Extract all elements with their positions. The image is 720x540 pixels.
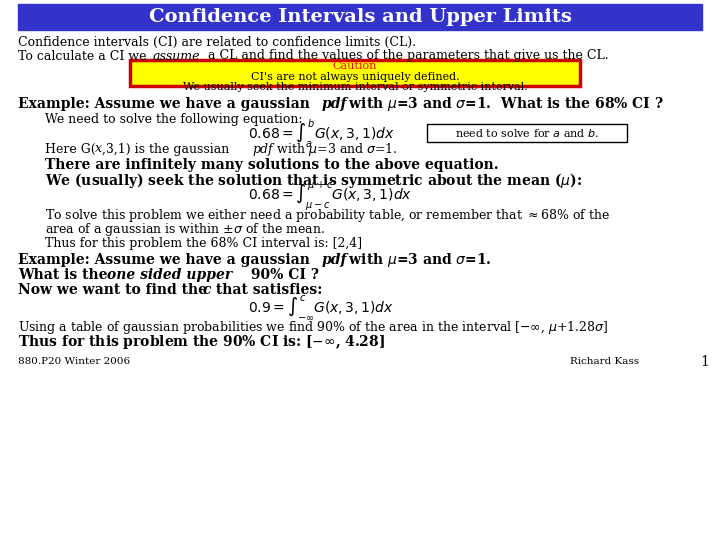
Text: 1: 1 (700, 355, 709, 369)
Text: a CL and find the values of the parameters that give us the CL.: a CL and find the values of the paramete… (204, 50, 608, 63)
Text: with $\mu$=3 and $\sigma$=1.: with $\mu$=3 and $\sigma$=1. (344, 251, 492, 269)
Text: $0.9 = \int_{-\infty}^{c} G(x,3,1)dx$: $0.9 = \int_{-\infty}^{c} G(x,3,1)dx$ (248, 294, 394, 322)
Text: Caution: Caution (333, 61, 377, 71)
Bar (18, 4, 702, 30)
Text: We (usually) seek the solution that is symmetric about the mean ($\mu$):: We (usually) seek the solution that is s… (45, 171, 582, 190)
Text: Using a table of gaussian probabilities we find 90% of the area in the interval : Using a table of gaussian probabilities … (18, 319, 608, 335)
Text: c: c (203, 283, 212, 297)
Text: $0.68 = \int_{\mu-c}^{\mu+c} G(x,3,1)dx$: $0.68 = \int_{\mu-c}^{\mu+c} G(x,3,1)dx$ (248, 179, 413, 213)
Bar (130, 60, 580, 86)
Text: $0.68 = \int_a^b G(x,3,1)dx$: $0.68 = \int_a^b G(x,3,1)dx$ (248, 118, 395, 150)
Text: We need to solve the following equation:: We need to solve the following equation: (45, 113, 302, 126)
Text: pdf: pdf (322, 97, 348, 111)
Text: 880.P20 Winter 2006: 880.P20 Winter 2006 (18, 357, 130, 367)
Text: 90% CI ?: 90% CI ? (246, 268, 319, 282)
Text: pdf: pdf (322, 253, 348, 267)
Text: that satisfies:: that satisfies: (211, 283, 323, 297)
Text: Example: Assume we have a gaussian: Example: Assume we have a gaussian (18, 253, 310, 267)
Text: There are infinitely many solutions to the above equation.: There are infinitely many solutions to t… (45, 158, 499, 172)
Text: with $\mu$=3 and $\sigma$=1.: with $\mu$=3 and $\sigma$=1. (273, 140, 397, 158)
Text: Here G(: Here G( (45, 143, 96, 156)
Text: one sided upper: one sided upper (107, 268, 232, 282)
Text: Now we want to find the: Now we want to find the (18, 283, 212, 297)
Text: Thus for this problem the 90% CI is: [$-\infty$, 4.28]: Thus for this problem the 90% CI is: [$-… (18, 333, 385, 351)
Text: To solve this problem we either need a probability table, or remember that $\app: To solve this problem we either need a p… (45, 206, 611, 224)
Text: ,3,1) is the gaussian: ,3,1) is the gaussian (102, 143, 229, 156)
Text: x: x (95, 143, 102, 156)
Text: To calculate a CI we: To calculate a CI we (18, 50, 150, 63)
Text: We usually seek the minimum interval or symmetric interval.: We usually seek the minimum interval or … (183, 82, 527, 92)
Text: need to solve for $a$ and $b$.: need to solve for $a$ and $b$. (455, 127, 599, 139)
Text: with $\mu$=3 and $\sigma$=1.  What is the 68% CI ?: with $\mu$=3 and $\sigma$=1. What is the… (344, 95, 664, 113)
Text: area of a gaussian is within $\pm\sigma$ of the mean.: area of a gaussian is within $\pm\sigma$… (45, 220, 325, 238)
Text: assume: assume (153, 50, 200, 63)
Text: Thus for this problem the 68% CI interval is: [2,4]: Thus for this problem the 68% CI interva… (45, 237, 362, 249)
Text: What is the: What is the (18, 268, 112, 282)
Text: Richard Kass: Richard Kass (570, 357, 639, 367)
Text: Confidence intervals (CI) are related to confidence limits (CL).: Confidence intervals (CI) are related to… (18, 36, 416, 49)
Bar (427, 124, 627, 142)
Text: Example: Assume we have a gaussian: Example: Assume we have a gaussian (18, 97, 310, 111)
Text: CI's are not always uniquely defined.: CI's are not always uniquely defined. (251, 72, 459, 82)
Text: Confidence Intervals and Upper Limits: Confidence Intervals and Upper Limits (148, 8, 572, 26)
Text: pdf: pdf (252, 143, 273, 156)
